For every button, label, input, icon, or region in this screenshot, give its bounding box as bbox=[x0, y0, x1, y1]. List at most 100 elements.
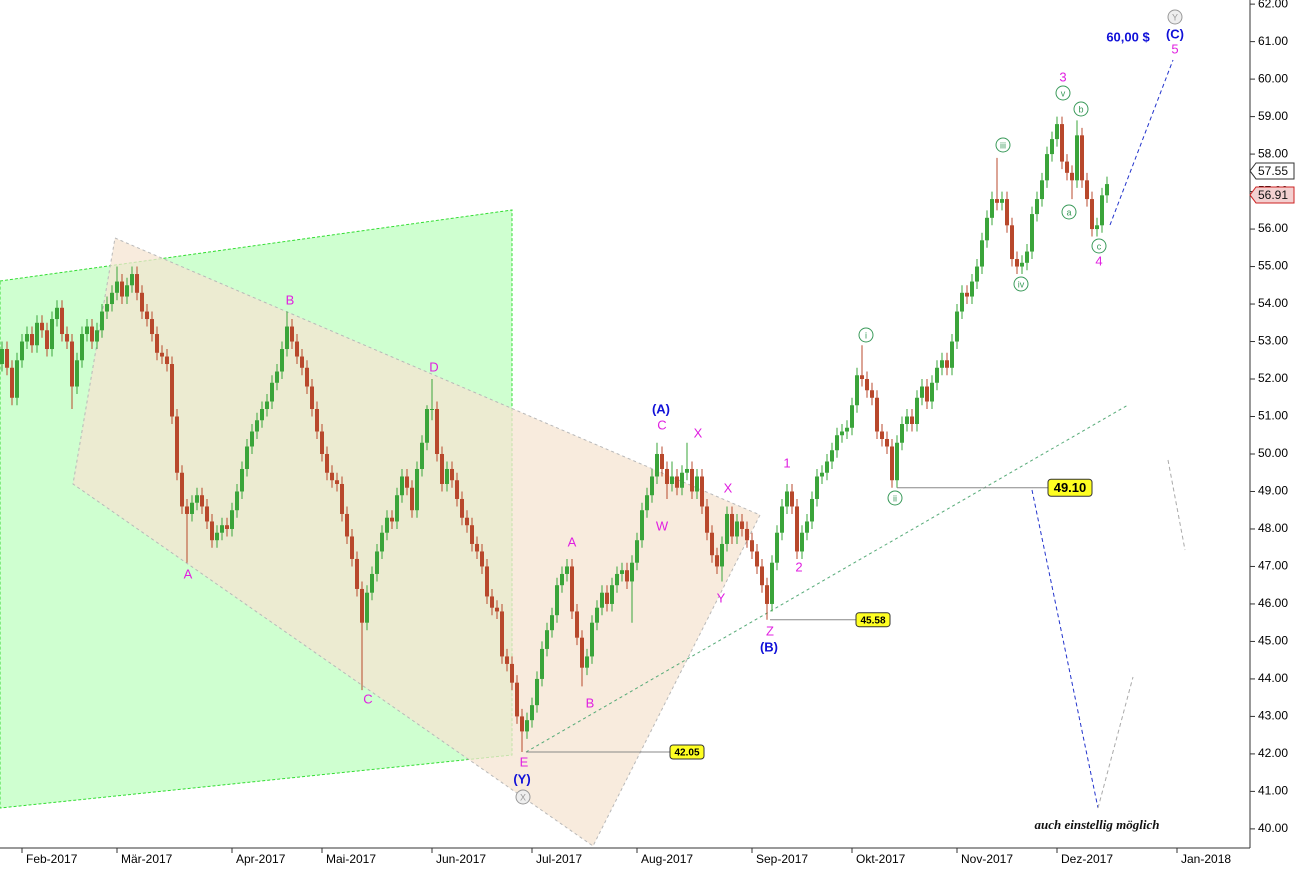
candle-body bbox=[285, 326, 289, 350]
candle-body bbox=[345, 513, 349, 537]
x-tick-label: Aug-2017 bbox=[641, 852, 693, 866]
candle-body bbox=[310, 386, 314, 410]
level-box bbox=[669, 744, 705, 760]
x-tick-label: Apr-2017 bbox=[236, 852, 286, 866]
wave-label: A bbox=[184, 566, 193, 581]
candle-body bbox=[290, 326, 294, 342]
y-tick-label: 54.00 bbox=[1258, 296, 1288, 310]
candle-body bbox=[690, 468, 694, 492]
candle-body bbox=[1090, 199, 1094, 230]
candle-body bbox=[555, 585, 559, 616]
candle-body bbox=[210, 521, 214, 541]
circled-label: c bbox=[1097, 241, 1102, 251]
candle-body bbox=[1025, 251, 1029, 263]
candle-body bbox=[100, 311, 104, 331]
wave-label: C bbox=[657, 417, 666, 432]
candle-body bbox=[95, 330, 99, 342]
candle-body bbox=[490, 596, 494, 608]
y-tick-label: 62.00 bbox=[1258, 0, 1288, 10]
candle-body bbox=[770, 562, 774, 604]
wave-label: Y bbox=[717, 590, 726, 605]
candle-body bbox=[160, 352, 164, 357]
candle-body bbox=[825, 461, 829, 473]
level-box bbox=[1047, 478, 1093, 497]
candle-body bbox=[520, 716, 524, 732]
candle-body bbox=[785, 491, 789, 507]
candle-body bbox=[120, 281, 124, 297]
candle-body bbox=[185, 506, 189, 514]
candle-body bbox=[940, 360, 944, 368]
wave-label: A bbox=[568, 534, 577, 549]
candle-body bbox=[280, 349, 284, 372]
circled-label: b bbox=[1078, 104, 1083, 114]
candle-body bbox=[125, 285, 129, 297]
circled-label: X bbox=[520, 792, 526, 802]
candle-body bbox=[1040, 180, 1044, 200]
wave-label: (A) bbox=[652, 401, 670, 416]
candle-body bbox=[1020, 262, 1024, 267]
candle-body bbox=[350, 536, 354, 559]
candle-body bbox=[1075, 135, 1079, 181]
wave-label: B bbox=[286, 292, 295, 307]
candle-body bbox=[55, 307, 59, 320]
candle-body bbox=[595, 607, 599, 623]
circled-label: a bbox=[1066, 207, 1071, 217]
candle-body bbox=[610, 585, 614, 604]
candle-body bbox=[1080, 135, 1084, 181]
candle-body bbox=[365, 592, 369, 623]
candle-body bbox=[70, 341, 74, 387]
candle-body bbox=[965, 292, 969, 297]
candle-body bbox=[655, 453, 659, 477]
candle-body bbox=[695, 476, 699, 492]
x-tick-label: Mär-2017 bbox=[121, 852, 173, 866]
candle-body bbox=[815, 476, 819, 499]
candle-body bbox=[1095, 225, 1099, 230]
level-box bbox=[855, 612, 891, 628]
candle-body bbox=[1060, 124, 1064, 162]
candle-body bbox=[860, 375, 864, 380]
price-marker bbox=[1249, 186, 1295, 204]
candle-body bbox=[395, 495, 399, 522]
candle-body bbox=[50, 319, 54, 350]
y-tick-label: 52.00 bbox=[1258, 371, 1288, 385]
candle-body bbox=[15, 360, 19, 398]
candle-body bbox=[895, 442, 899, 481]
wave-label: 2 bbox=[795, 559, 802, 574]
candle-body bbox=[635, 540, 639, 563]
candle-body bbox=[265, 401, 269, 410]
level-label: 45.58 bbox=[860, 615, 885, 626]
candle-body bbox=[500, 611, 504, 657]
candle-body bbox=[820, 472, 824, 477]
candle-body bbox=[795, 506, 799, 552]
candle-body bbox=[1085, 180, 1089, 200]
candle-body bbox=[730, 513, 734, 537]
wave-label: auch einstellig möglich bbox=[1035, 817, 1160, 832]
y-tick-label: 40.00 bbox=[1258, 821, 1288, 835]
candle-body bbox=[1070, 172, 1074, 181]
candle-body bbox=[450, 468, 454, 481]
candle-body bbox=[1105, 184, 1109, 196]
y-tick-label: 60.00 bbox=[1258, 71, 1288, 85]
candle-body bbox=[665, 468, 669, 484]
x-tick-label: Feb-2017 bbox=[26, 852, 78, 866]
price-marker-label: 57.55 bbox=[1258, 164, 1288, 178]
candle-body bbox=[115, 281, 119, 293]
candle-body bbox=[975, 266, 979, 282]
candle-body bbox=[1000, 199, 1004, 203]
candle-body bbox=[645, 495, 649, 511]
candle-body bbox=[250, 431, 254, 447]
wave-label: (B) bbox=[760, 639, 778, 654]
candle-body bbox=[325, 453, 329, 473]
candle-body bbox=[180, 472, 184, 507]
candle-body bbox=[85, 326, 89, 335]
y-tick-label: 53.00 bbox=[1258, 334, 1288, 348]
candle-body bbox=[735, 521, 739, 537]
candle-body bbox=[370, 573, 374, 593]
candle-body bbox=[745, 528, 749, 541]
circled-label: Y bbox=[1172, 12, 1178, 22]
candle-body bbox=[685, 468, 689, 473]
candle-body bbox=[25, 334, 29, 342]
candle-body bbox=[430, 409, 434, 411]
candle-body bbox=[215, 532, 219, 541]
candle-body bbox=[945, 360, 949, 368]
